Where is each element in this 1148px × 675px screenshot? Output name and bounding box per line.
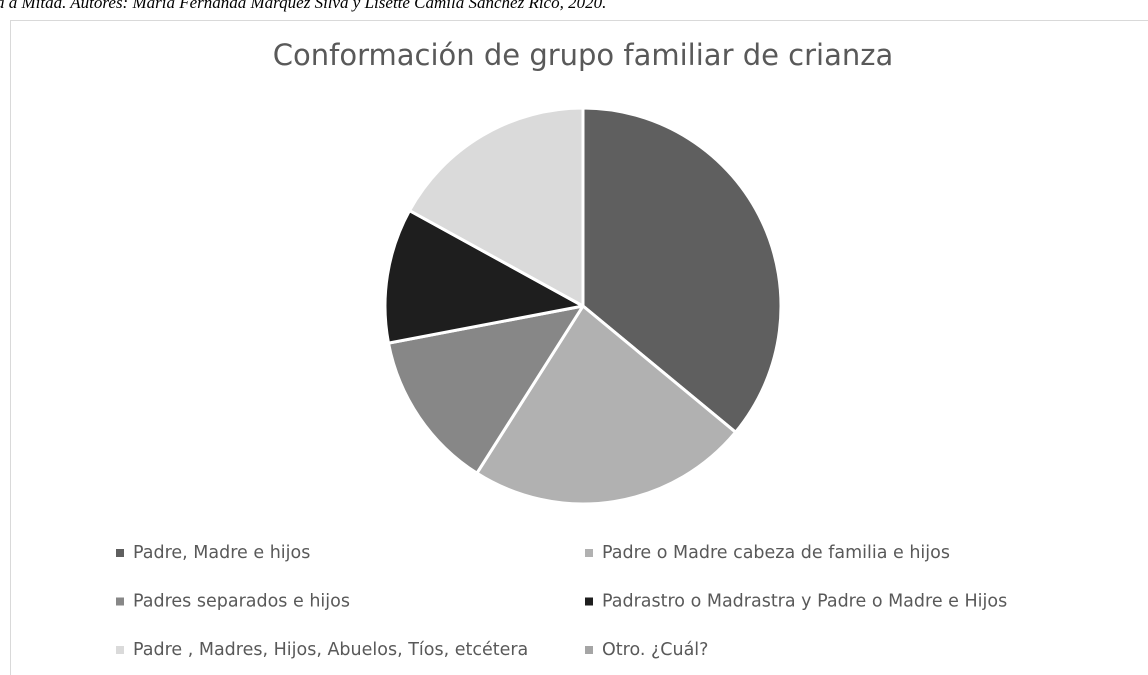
legend-label: Padre , Madres, Hijos, Abuelos, Tíos, et… (133, 640, 528, 660)
caption: a a Mitad. Autores: María Fernanda Márqu… (0, 0, 606, 12)
chart-frame (10, 20, 1148, 675)
legend-label: Padres separados e hijos (133, 592, 350, 612)
legend-label: Otro. ¿Cuál? (602, 640, 708, 660)
legend-swatch (585, 646, 593, 654)
legend-label: Padre o Madre cabeza de familia e hijos (602, 543, 950, 563)
pie-slice (383, 209, 585, 345)
pie-slice (387, 304, 585, 475)
legend-label: Padre, Madre e hijos (133, 543, 310, 563)
legend-label: Padrastro o Madrastra y Padre o Madre e … (602, 592, 1007, 612)
chart-title: Conformación de grupo familiar de crianz… (273, 38, 894, 72)
legend-swatch (585, 549, 593, 557)
legend-swatch (116, 549, 124, 557)
legend-swatch (585, 597, 593, 606)
pie-slice (407, 106, 585, 308)
legend-swatch (116, 646, 124, 654)
pie-slice (475, 304, 738, 506)
legend-swatch (116, 597, 124, 606)
pie-slice (581, 106, 783, 434)
